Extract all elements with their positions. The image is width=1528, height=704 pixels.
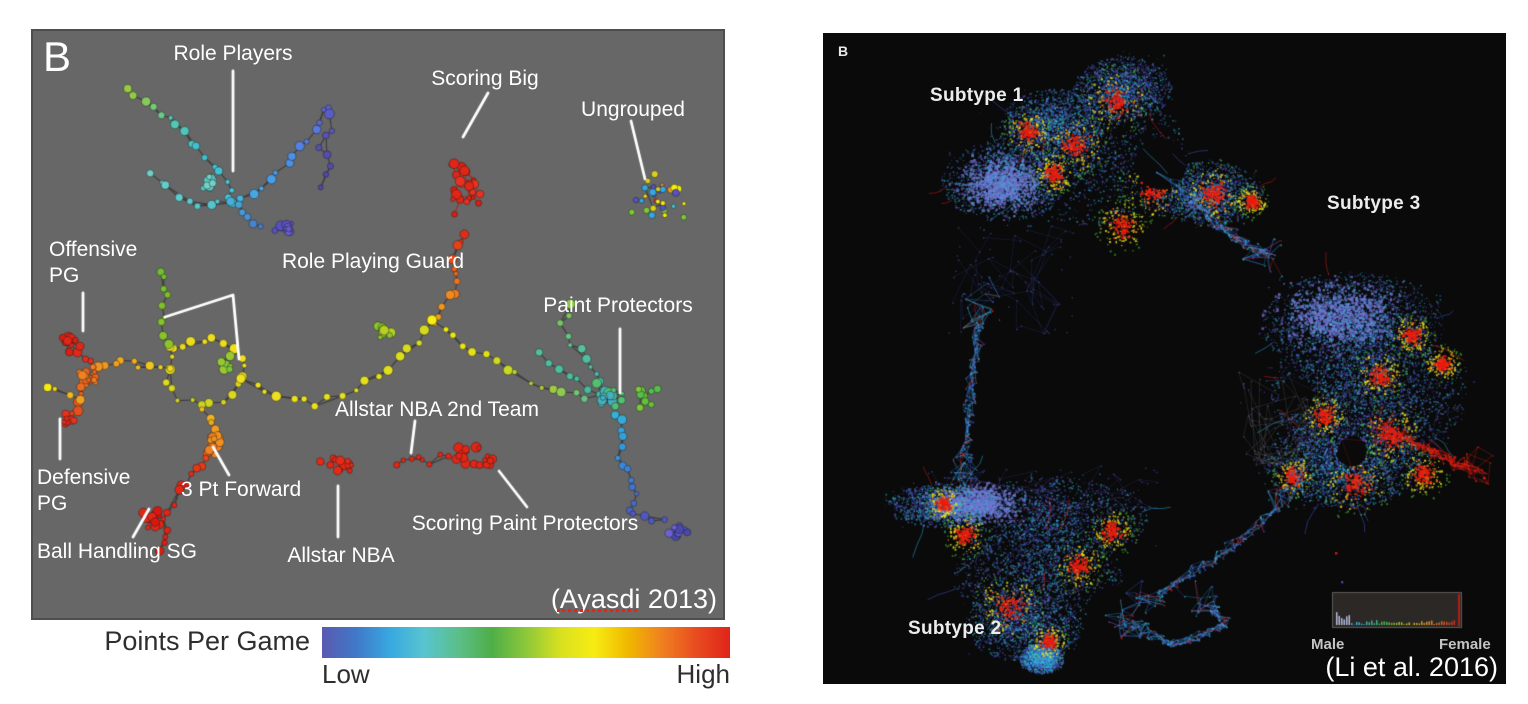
network-annotation: Offensive PG (49, 238, 138, 287)
network-annotation: Paint Protectors (543, 294, 693, 317)
right-panel-letter: B (838, 43, 849, 59)
legend-high-label: High (676, 659, 730, 689)
network-annotation: Scoring Paint Protectors (411, 512, 639, 535)
ayasdi-figure-panel: Role Players Scoring Big Ungrouped Offensiv… (31, 29, 725, 620)
subtype-label: Subtype 2 (908, 618, 1002, 639)
inset-female-label: Female (1439, 636, 1491, 653)
left-network-canvas (33, 31, 723, 618)
network-annotation: Role Playing Guard (281, 250, 465, 273)
network-annotation: Scoring Big (431, 67, 539, 90)
network-annotation: Ungrouped (581, 98, 685, 121)
right-citation: (Li et al. 2016) (1325, 652, 1498, 682)
network-annotation: Ball Handling SG (37, 540, 197, 563)
legend-low-label: Low (322, 659, 370, 689)
subtype-label: Subtype 1 (930, 85, 1024, 106)
network-annotation: Role Players (173, 42, 293, 65)
ppg-colorbar (322, 627, 730, 658)
network-annotation: Defensive PG (37, 466, 131, 515)
network-annotation: Allstar NBA 2nd Team (335, 398, 539, 421)
right-network-canvas (823, 33, 1506, 684)
li-figure-panel: Subtype 1 Subtype 3 Subtype 2 B Male Femal… (823, 33, 1506, 684)
network-annotation: Allstar NBA (287, 544, 395, 567)
network-annotation: 3 Pt Forward (181, 478, 302, 501)
subtype-label: Subtype 3 (1327, 193, 1421, 214)
inset-male-label: Male (1311, 636, 1345, 653)
legend-title: Points Per Game (104, 626, 310, 656)
left-panel-letter: B (43, 33, 72, 80)
spellcheck-underline (557, 609, 637, 612)
